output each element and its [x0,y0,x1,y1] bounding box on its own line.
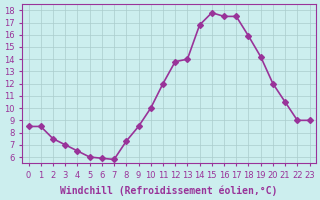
X-axis label: Windchill (Refroidissement éolien,°C): Windchill (Refroidissement éolien,°C) [60,185,278,196]
